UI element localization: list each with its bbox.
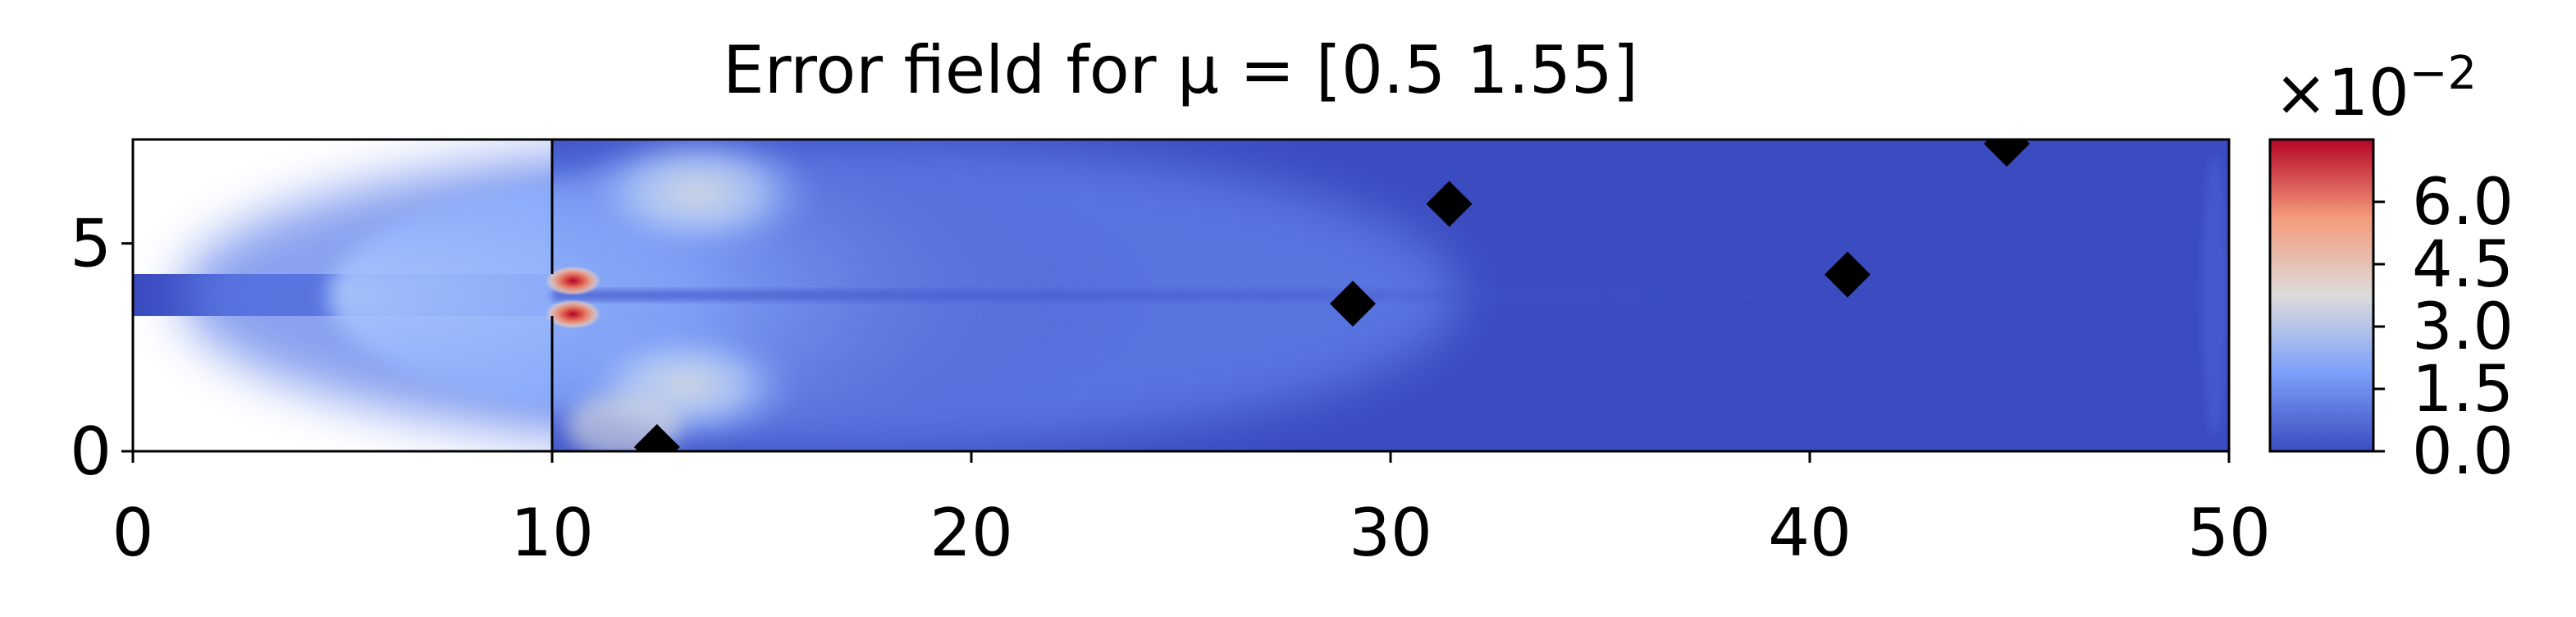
x-tick-label: 0 (112, 495, 154, 571)
colorbar-tick-label: 0.0 (2412, 415, 2514, 489)
y-tick-label: 5 (70, 206, 112, 282)
x-tick-label: 30 (1349, 495, 1432, 571)
x-tick-label: 10 (510, 495, 594, 571)
colorbar: 0.01.53.04.56.0 ×10−2 (2268, 47, 2514, 489)
axes-frame (131, 138, 2231, 453)
error-hotspots (545, 266, 601, 329)
sensor-marker (633, 423, 680, 451)
error-hotspot (545, 299, 601, 329)
chart-title: Error field for μ = [0.5 1.55] (723, 32, 1638, 108)
y-axis-ticks: 05 (70, 206, 133, 490)
sensor-marker (1426, 181, 1473, 227)
sensor-marker (1824, 251, 1870, 298)
colorbar-ticks: 0.01.53.04.56.0 (2373, 166, 2514, 489)
error-field-heatmap (133, 139, 2229, 451)
x-axis-ticks: 0 10 20 30 40 50 (112, 451, 2271, 571)
x-tick-label: 20 (929, 495, 1013, 571)
sensor-markers (633, 139, 2030, 451)
colorbar-exponent-label: ×10−2 (2274, 47, 2477, 130)
y-tick-label: 0 (70, 414, 112, 490)
x-tick-label: 50 (2187, 495, 2271, 571)
x-tick-label: 40 (1768, 495, 1852, 571)
colorbar-tick-label: 1.5 (2412, 353, 2514, 427)
error-hotspot (545, 266, 601, 296)
colorbar-tick-label: 3.0 (2412, 290, 2514, 364)
sensor-marker (1330, 281, 1377, 327)
colorbar-tick-label: 4.5 (2412, 228, 2514, 302)
colorbar-tick-label: 6.0 (2412, 166, 2514, 240)
chamber-field (180, 139, 2229, 451)
colorbar-gradient (2268, 138, 2375, 453)
sensor-marker (1984, 139, 2030, 167)
